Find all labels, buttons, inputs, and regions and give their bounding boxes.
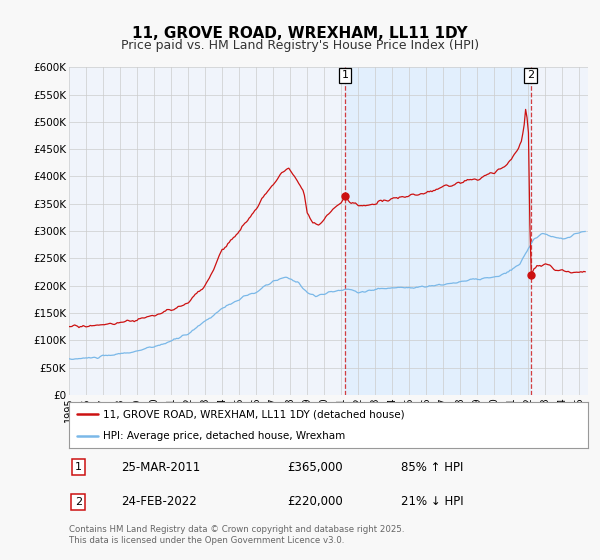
Text: Contains HM Land Registry data © Crown copyright and database right 2025.
This d: Contains HM Land Registry data © Crown c… [69, 525, 404, 545]
Text: £220,000: £220,000 [287, 496, 343, 508]
Text: 25-MAR-2011: 25-MAR-2011 [121, 460, 200, 474]
Text: 11, GROVE ROAD, WREXHAM, LL11 1DY: 11, GROVE ROAD, WREXHAM, LL11 1DY [132, 26, 468, 41]
Text: 2: 2 [527, 71, 534, 80]
Bar [345, 67, 530, 395]
Text: 1: 1 [341, 71, 349, 80]
Text: 2: 2 [75, 497, 82, 507]
Text: Price paid vs. HM Land Registry's House Price Index (HPI): Price paid vs. HM Land Registry's House … [121, 39, 479, 52]
Text: 21% ↓ HPI: 21% ↓ HPI [401, 496, 464, 508]
Text: 1: 1 [75, 462, 82, 472]
Text: HPI: Average price, detached house, Wrexham: HPI: Average price, detached house, Wrex… [103, 431, 345, 441]
Text: 24-FEB-2022: 24-FEB-2022 [121, 496, 197, 508]
Text: 85% ↑ HPI: 85% ↑ HPI [401, 460, 464, 474]
Text: £365,000: £365,000 [287, 460, 343, 474]
Text: 11, GROVE ROAD, WREXHAM, LL11 1DY (detached house): 11, GROVE ROAD, WREXHAM, LL11 1DY (detac… [103, 409, 404, 419]
